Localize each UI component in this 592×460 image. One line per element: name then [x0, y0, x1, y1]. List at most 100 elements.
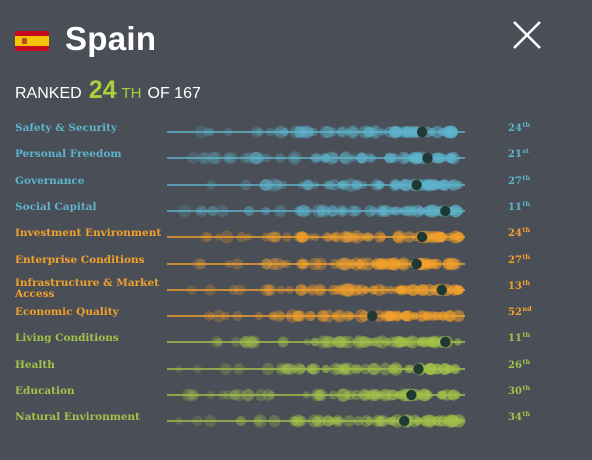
pillar-row[interactable]: Enterprise Conditions 27th: [0, 248, 592, 274]
country-dot: [278, 180, 288, 190]
country-dot: [285, 285, 294, 294]
country-dot: [321, 309, 335, 323]
pillar-row[interactable]: Health 26th: [0, 353, 592, 379]
pillar-row[interactable]: Economic Quality 52nd: [0, 300, 592, 326]
country-dot: [214, 233, 223, 241]
country-dot: [419, 257, 433, 270]
close-icon[interactable]: [508, 16, 546, 54]
pillar-row[interactable]: Investment Environment 24th: [0, 221, 592, 247]
country-dot: [297, 205, 310, 217]
country-dot: [408, 127, 418, 137]
country-dot: [187, 152, 199, 164]
country-dot: [420, 415, 433, 428]
pillar-rank-suffix: st: [522, 147, 530, 156]
country-dot: [361, 257, 375, 270]
country-dot: [338, 257, 351, 270]
country-dot: [414, 154, 423, 163]
country-dot: [247, 336, 259, 348]
pillar-row[interactable]: Natural Environment 34th: [0, 405, 592, 431]
pillar-distribution-strip: [167, 361, 465, 376]
country-dot: [406, 335, 420, 349]
country-dot: [372, 391, 381, 399]
country-dot: [349, 154, 358, 162]
country-dot: [177, 204, 191, 218]
country-dot: [320, 154, 329, 163]
country-dot: [376, 180, 385, 189]
country-dot: [298, 258, 308, 269]
country-dot: [294, 126, 306, 138]
country-dot: [386, 257, 399, 270]
country-dot: [396, 256, 411, 271]
country-dot: [337, 207, 346, 215]
country-dot: [355, 258, 365, 269]
country-dot: [345, 389, 356, 401]
rank-suffix: TH: [121, 85, 142, 102]
country-dot: [343, 415, 355, 427]
country-dot: [336, 388, 351, 402]
pillar-row[interactable]: Safety & Security 24th: [0, 116, 592, 142]
country-dot: [207, 128, 215, 136]
country-dot: [302, 178, 314, 191]
country-dot: [359, 310, 370, 322]
country-dot: [402, 126, 413, 138]
country-dot: [454, 180, 463, 189]
country-dot: [335, 284, 345, 295]
country-dot: [414, 284, 425, 295]
country-dot: [375, 204, 388, 217]
pillar-row[interactable]: Living Conditions 11th: [0, 326, 592, 352]
country-dot: [259, 178, 271, 191]
country-dot: [328, 152, 340, 164]
country-dot: [399, 285, 409, 295]
pillar-rank-number: 24: [508, 123, 522, 134]
country-dot: [345, 312, 352, 320]
country-dot: [292, 415, 304, 428]
country-dot: [244, 205, 255, 216]
country-dot: [421, 179, 431, 190]
country-dot: [381, 390, 391, 400]
country-marker: [406, 389, 417, 401]
country-dot: [453, 417, 461, 426]
pillar-row[interactable]: Education 30th: [0, 379, 592, 405]
country-dot: [337, 180, 345, 189]
country-dot: [266, 232, 277, 243]
country-dot: [449, 257, 461, 270]
country-dot: [314, 389, 326, 401]
country-marker: [416, 231, 428, 243]
country-dot: [304, 127, 314, 137]
country-dot: [288, 415, 300, 427]
country-dot: [306, 311, 317, 321]
pillar-row[interactable]: Infrastructure & Market Access 13th: [0, 274, 592, 300]
country-dot: [397, 285, 406, 294]
country-dot: [401, 153, 411, 163]
country-dot: [385, 417, 393, 426]
country-dot: [384, 310, 396, 322]
country-dot: [311, 154, 320, 163]
pillar-row[interactable]: Personal Freedom 21st: [0, 142, 592, 168]
country-dot: [276, 311, 286, 321]
country-dot: [247, 335, 261, 349]
country-dot: [196, 258, 207, 269]
country-dot: [207, 205, 218, 217]
country-dot: [192, 415, 203, 427]
country-dot: [393, 363, 403, 374]
country-dot: [392, 230, 406, 244]
country-dot: [321, 153, 331, 163]
country-dot: [366, 390, 377, 400]
country-dot: [340, 231, 353, 244]
pillar-rank-suffix: th: [522, 410, 531, 419]
country-dot: [359, 180, 367, 189]
pillar-row[interactable]: Social Capital 11th: [0, 195, 592, 221]
country-dot: [203, 311, 214, 321]
pillar-rank-number: 26: [508, 359, 522, 371]
country-dot: [260, 206, 270, 216]
country-dot: [331, 232, 340, 242]
country-dot: [401, 205, 413, 217]
pillar-distribution-strip: [167, 151, 465, 165]
country-dot: [369, 206, 378, 216]
pillar-rank-number: 27: [508, 175, 522, 187]
country-dot: [378, 362, 392, 375]
country-dot: [293, 126, 306, 138]
pillar-row[interactable]: Governance 27th: [0, 169, 592, 195]
country-marker: [367, 310, 378, 322]
country-dot: [389, 153, 400, 164]
